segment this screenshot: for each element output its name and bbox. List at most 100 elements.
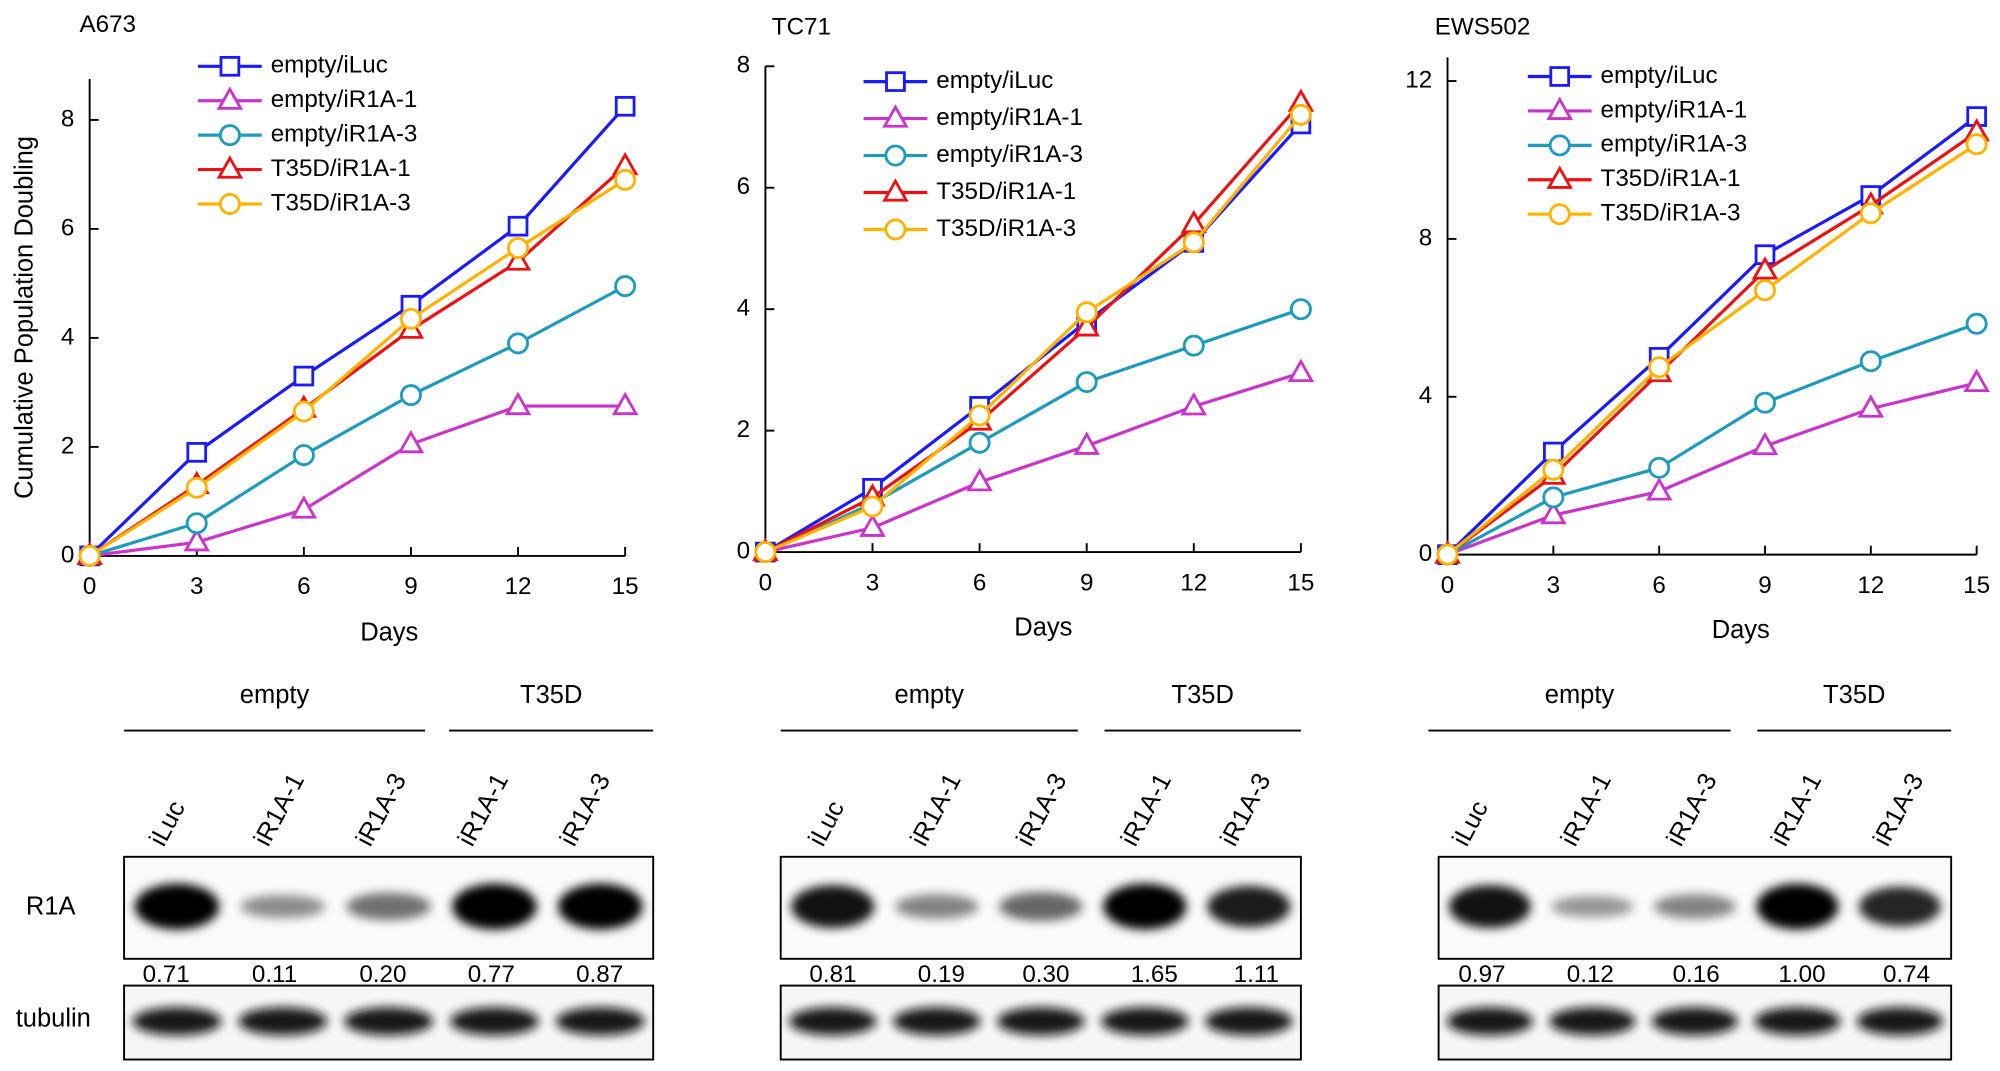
quantity: 1.65 [1131,961,1178,988]
y-tick-label: 8 [61,105,74,132]
legend-label: T35D/iR1A-1 [271,155,411,182]
quantity: 0.20 [359,961,406,988]
data-point [859,513,886,537]
band [1446,1007,1533,1036]
series-line [1446,322,1978,557]
data-point [183,527,210,552]
series-line [765,371,1302,554]
series-line [764,113,1303,554]
data-point [1754,279,1776,302]
quantity: 0.11 [252,961,297,988]
band [134,883,220,930]
data-point [1542,486,1565,509]
legend-label: empty/iR1A-3 [271,121,418,148]
legend-label: empty/iR1A-1 [936,104,1083,131]
x-tick-label: 12 [505,573,532,600]
y-tick-label: 8 [737,52,750,79]
data-point [1075,371,1098,394]
data-point [1180,392,1208,416]
legend-marker [882,178,909,202]
legend-marker [1548,203,1571,226]
band [344,1007,434,1036]
lane-label: iR1A-3 [1011,769,1072,851]
x-tick-label: 12 [1857,572,1884,599]
legend-marker [1546,96,1573,120]
group-label: T35D [1172,681,1234,709]
data-point [293,365,315,387]
series-line [89,284,626,558]
data-point [1751,256,1779,280]
data-point [1859,350,1882,373]
x-tick-label: 0 [83,573,96,600]
group-label: empty [240,681,310,709]
lane-label: iR1A-1 [1116,769,1177,851]
quantity: 0.71 [143,961,190,988]
quantity: 0.87 [576,961,623,988]
legend-marker [1546,165,1573,189]
y-tick-label: 0 [1419,540,1432,567]
legend-marker [1548,134,1571,157]
data-point [1857,394,1885,418]
legend-marker [882,104,909,128]
lane-label: iR1A-3 [1215,769,1276,851]
band [1651,1007,1738,1036]
band [895,894,979,919]
data-point [292,444,315,467]
data-point [290,495,318,519]
data-point [614,275,637,298]
quantity: 1.11 [1234,961,1279,988]
band [1101,1007,1189,1036]
legend-marker [216,155,244,179]
quantity: 0.97 [1458,961,1505,988]
data-point [968,431,991,454]
legend-label: empty/iLuc [271,52,388,79]
x-tick-label: 3 [1547,572,1560,599]
data-point [78,544,101,567]
x-tick-label: 9 [1758,572,1771,599]
y-tick-label: 0 [61,541,74,568]
band [1754,1007,1841,1036]
band [132,1007,222,1036]
series-line [1446,381,1978,557]
band [240,895,326,918]
data-point [504,391,532,416]
legend-label: empty/iR1A-3 [936,141,1083,168]
lane-label: iR1A-3 [1868,769,1929,851]
lane-label: iR1A-1 [905,769,966,851]
data-point [1965,133,1988,156]
data-point [504,247,532,271]
y-tick-label: 6 [737,173,750,200]
series-line [89,404,626,558]
data-point [1289,298,1312,321]
series-line [1446,142,1978,556]
group-label: empty [1545,681,1615,709]
data-point [1287,358,1315,382]
band [1551,895,1634,918]
lane-label: iR1A-1 [1556,769,1617,851]
y-tick-label: 12 [1405,66,1432,93]
data-point [1073,431,1100,455]
band [1549,1007,1636,1036]
series-line [1446,115,1978,556]
data-point [1182,334,1205,357]
band [999,891,1083,922]
series-line [764,101,1303,554]
band [1205,1007,1293,1036]
data-point [1965,312,1988,335]
data-point [614,95,636,117]
quantity: 0.12 [1567,961,1614,988]
x-tick-label: 0 [759,569,772,596]
lane-label: iR1A-1 [249,769,310,851]
band [1858,886,1941,927]
data-point [1073,313,1100,337]
data-point [614,168,637,191]
lane-label: iLuc [803,796,850,851]
band [789,1007,877,1036]
legend-label: empty/iR1A-3 [1601,131,1748,158]
data-point [1645,477,1673,501]
series-line [88,105,627,558]
band [452,883,537,930]
band [238,1007,328,1036]
data-point [185,476,208,499]
group-label: empty [895,681,965,709]
